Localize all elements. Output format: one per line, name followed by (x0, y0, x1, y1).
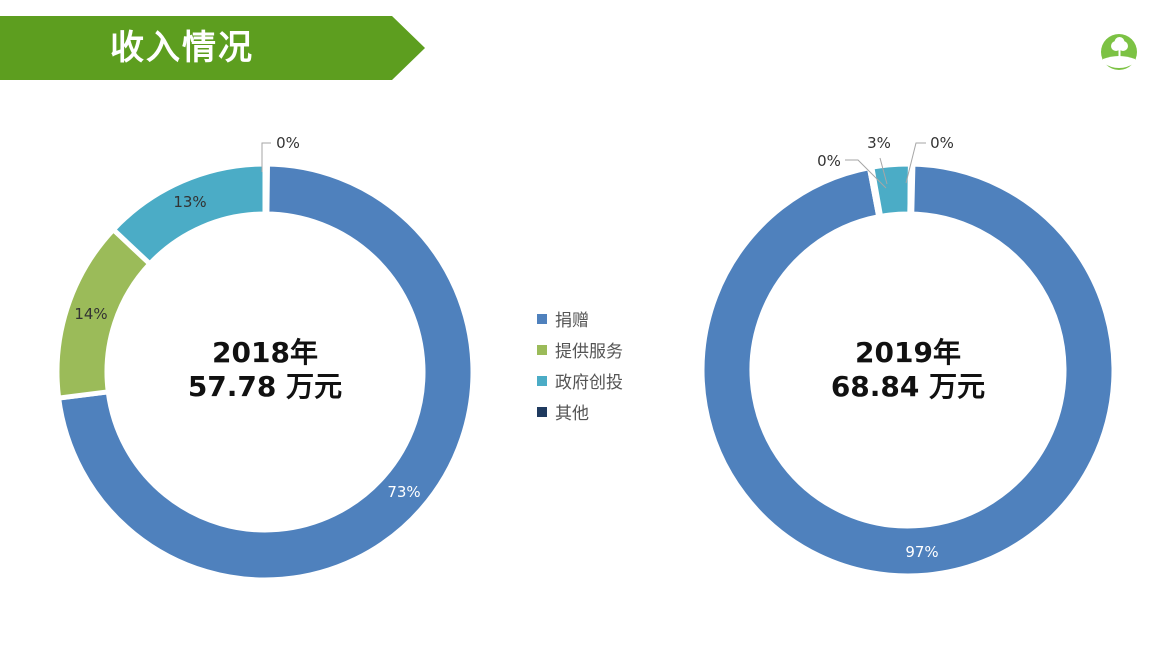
legend-item-services: 提供服务 (537, 340, 623, 371)
page-title: 收入情况 (110, 28, 254, 68)
chart-2019-year: 2019年 (855, 336, 961, 369)
legend-item-donation: 捐赠 (537, 309, 623, 340)
slice-donation (55, 161, 476, 583)
leader-line (905, 142, 926, 184)
data-label-services: 0% (817, 152, 841, 170)
data-label-donation: 73% (387, 483, 420, 501)
data-label-other: 0% (276, 134, 300, 152)
legend-item-government: 政府创投 (537, 371, 623, 402)
chart-2018-total: 57.78 万元 (187, 370, 343, 403)
title-banner-arrow (0, 16, 425, 80)
data-label-donation: 97% (905, 543, 938, 561)
legend-label: 捐赠 (555, 311, 589, 331)
chart-2018-center-label: 2018年 57.78 万元 (150, 336, 380, 404)
legend-swatch (537, 345, 547, 355)
slice-government (109, 161, 268, 268)
chart-2019-total: 68.84 万元 (830, 370, 986, 403)
slice-government (868, 161, 914, 220)
slice-donation (699, 161, 1117, 579)
legend-swatch (537, 407, 547, 417)
data-label-government: 13% (173, 193, 206, 211)
legend-label: 其他 (555, 404, 589, 424)
data-label-government: 3% (867, 134, 891, 152)
slice-other (262, 161, 271, 217)
leader-line (261, 142, 271, 172)
title-banner: 收入情况 (0, 16, 425, 80)
clover-tree-logo-icon (1100, 33, 1138, 71)
leader-line (845, 159, 887, 189)
chart-legend: 捐赠 提供服务 政府创投 其他 (537, 309, 623, 433)
data-label-other: 0% (930, 134, 954, 152)
donut-chart-0: 73% 14% 13% 0% (54, 134, 476, 583)
data-label-services: 14% (74, 305, 107, 323)
chart-2019-center-label: 2019年 68.84 万元 (793, 336, 1023, 404)
legend-label: 政府创投 (555, 373, 623, 393)
donut-chart-1: 97% 0% 3% 0% (699, 134, 1117, 579)
slice-other (907, 161, 916, 217)
legend-swatch (537, 376, 547, 386)
legend-item-other: 其他 (537, 402, 623, 433)
chart-2018-year: 2018年 (212, 336, 318, 369)
legend-label: 提供服务 (555, 342, 623, 362)
leader-line (879, 157, 888, 185)
legend-swatch (537, 314, 547, 324)
